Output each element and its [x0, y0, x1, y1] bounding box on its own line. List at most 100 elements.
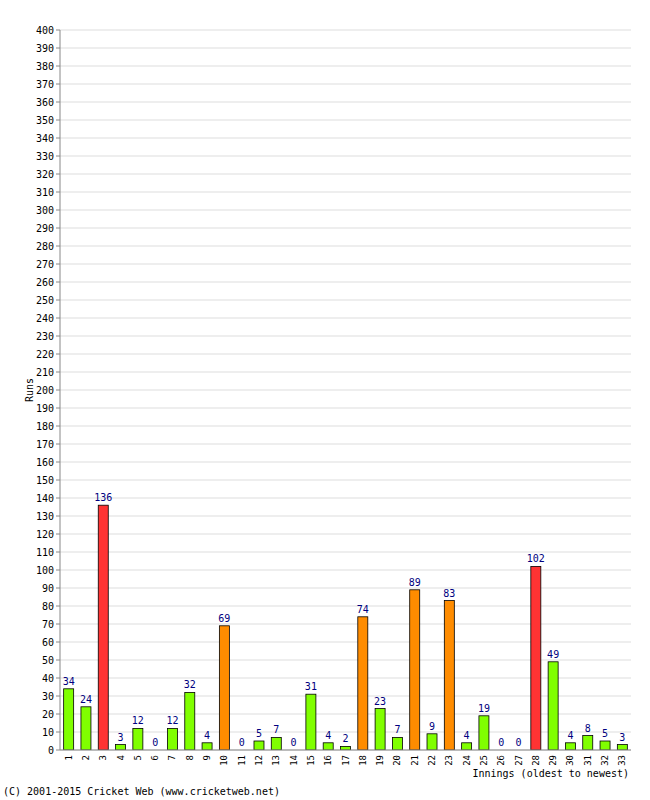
y-tick-label: 110	[36, 547, 54, 558]
x-tick-label: 24	[462, 755, 472, 766]
y-tick	[56, 156, 60, 157]
x-tick-label: 18	[358, 755, 368, 766]
y-tick-label: 270	[36, 259, 54, 270]
data-label: 5	[602, 728, 608, 739]
grid-line	[60, 642, 631, 643]
x-tick-label: 4	[116, 755, 126, 760]
bar	[375, 709, 385, 750]
y-tick-label: 140	[36, 493, 54, 504]
y-tick	[56, 318, 60, 319]
grid-line	[60, 138, 631, 139]
y-tick-label: 20	[42, 709, 54, 720]
grid-line	[60, 426, 631, 427]
y-tick	[56, 210, 60, 211]
y-tick	[56, 282, 60, 283]
data-label: 69	[218, 613, 230, 624]
data-label: 4	[464, 730, 470, 741]
data-label: 19	[478, 703, 490, 714]
bar	[219, 626, 229, 750]
y-tick	[56, 390, 60, 391]
bars	[64, 505, 628, 750]
y-tick	[56, 120, 60, 121]
grid-line	[60, 516, 631, 517]
y-tick-label: 0	[48, 745, 54, 756]
x-tick-label: 10	[219, 755, 229, 766]
grid-line	[60, 102, 631, 103]
chart: 0102030405060708090100110120130140150160…	[0, 0, 650, 800]
bar	[410, 590, 420, 750]
x-tick-label: 9	[202, 755, 212, 760]
y-tick-label: 340	[36, 133, 54, 144]
grid-line	[60, 174, 631, 175]
x-tick-label: 30	[565, 755, 575, 766]
y-tick	[56, 642, 60, 643]
y-tick	[56, 426, 60, 427]
x-tick-label: 31	[583, 755, 593, 766]
y-tick-label: 90	[42, 583, 54, 594]
bar	[167, 728, 177, 750]
x-tick-label: 14	[289, 755, 299, 766]
y-tick-label: 250	[36, 295, 54, 306]
y-tick-label: 190	[36, 403, 54, 414]
y-tick	[56, 444, 60, 445]
y-tick-label: 220	[36, 349, 54, 360]
x-tick-label: 26	[496, 755, 506, 766]
bar	[64, 689, 74, 750]
y-tick-label: 40	[42, 673, 54, 684]
y-tick	[56, 714, 60, 715]
bar	[548, 662, 558, 750]
y-tick-label: 50	[42, 655, 54, 666]
y-tick	[56, 84, 60, 85]
data-label: 3	[619, 732, 625, 743]
y-tick	[56, 516, 60, 517]
x-tick-label: 15	[306, 755, 316, 766]
y-tick	[56, 660, 60, 661]
grid-line	[60, 552, 631, 553]
bar	[565, 743, 575, 750]
y-tick-label: 370	[36, 79, 54, 90]
bar	[341, 746, 351, 750]
y-axis	[60, 30, 61, 750]
data-label: 4	[325, 730, 331, 741]
bar	[133, 728, 143, 750]
data-label: 8	[585, 723, 591, 734]
grid-line	[60, 120, 631, 121]
grid-line	[60, 732, 631, 733]
bar	[202, 743, 212, 750]
x-tick-label: 25	[479, 755, 489, 766]
x-tick-label: 12	[254, 755, 264, 766]
bar	[116, 745, 126, 750]
y-tick	[56, 138, 60, 139]
y-tick-label: 360	[36, 97, 54, 108]
y-tick	[56, 102, 60, 103]
y-tick-label: 240	[36, 313, 54, 324]
y-tick-label: 320	[36, 169, 54, 180]
x-axis-label: Innings (oldest to newest)	[472, 768, 629, 779]
grid-line	[60, 444, 631, 445]
y-tick-label: 160	[36, 457, 54, 468]
bar	[583, 736, 593, 750]
grid-line	[60, 750, 631, 751]
grid-line	[60, 300, 631, 301]
grid-line	[60, 408, 631, 409]
bar	[185, 692, 195, 750]
y-tick	[56, 372, 60, 373]
x-tick-label: 28	[531, 755, 541, 766]
x-tick-label: 11	[237, 755, 247, 766]
data-label: 74	[357, 604, 369, 615]
y-tick-label: 180	[36, 421, 54, 432]
x-tick-label: 1	[64, 755, 74, 760]
bar	[358, 617, 368, 750]
copyright: (C) 2001-2015 Cricket Web (www.cricketwe…	[3, 786, 280, 797]
data-label: 3	[118, 732, 124, 743]
y-tick	[56, 228, 60, 229]
data-label: 4	[204, 730, 210, 741]
x-tick-label: 7	[167, 755, 177, 760]
grid-line	[60, 462, 631, 463]
y-tick-label: 200	[36, 385, 54, 396]
bar	[306, 694, 316, 750]
data-label: 7	[273, 724, 279, 735]
grid-line	[60, 534, 631, 535]
grid-line	[60, 390, 631, 391]
grid-line	[60, 30, 631, 31]
